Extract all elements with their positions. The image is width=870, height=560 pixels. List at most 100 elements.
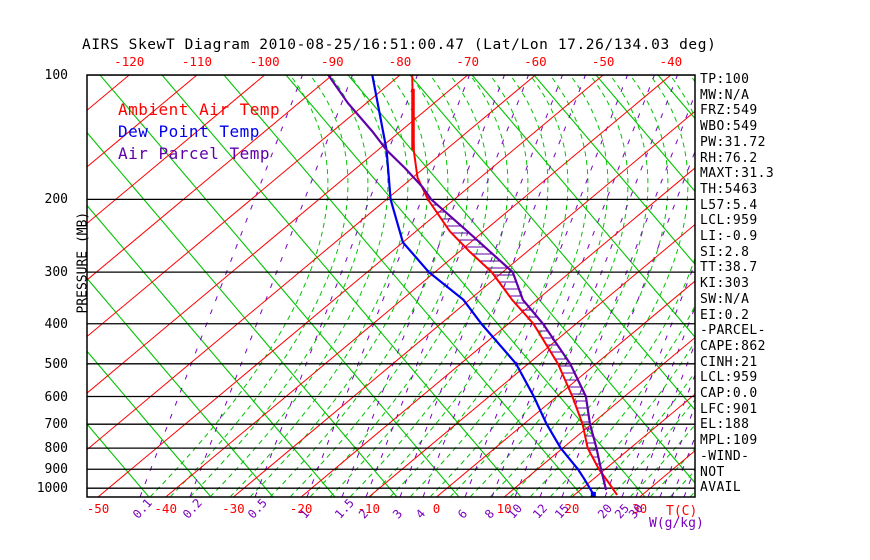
panel-line: TT:38.7 [700, 260, 758, 276]
panel-line: -WIND- [700, 448, 750, 464]
isotherm-line [97, 75, 604, 497]
panel-line: RH:76.2 [700, 150, 758, 166]
dry-adiabat-line [285, 75, 646, 497]
top-temp-tick-label: -60 [524, 54, 547, 69]
panel-line: TP:100 [700, 72, 750, 87]
page-title: AIRS SkewT Diagram 2010-08-25/16:51:00.4… [82, 37, 717, 53]
pressure-tick-label: 900 [44, 462, 68, 478]
dry-adiabat-line [533, 75, 695, 266]
mixing-ratio-line [464, 75, 628, 497]
pressure-tick-label: 700 [44, 417, 68, 433]
dry-adiabat-line [595, 75, 695, 193]
bottom-temp-tick-label: -30 [222, 501, 245, 516]
panel-line: SW:N/A [700, 291, 750, 307]
moist-adiabat-line [409, 75, 589, 497]
panel-line: CAPE:862 [700, 338, 766, 354]
mixing-ratio-line [604, 261, 695, 497]
pressure-tick-label: 300 [44, 265, 68, 281]
top-temp-tick-label: -50 [591, 54, 615, 69]
top-temp-tick-label: -110 [181, 54, 212, 69]
moist-adiabat-line [449, 75, 629, 497]
mixing-ratio-line [491, 75, 655, 497]
plot-border [86, 74, 696, 498]
panel-line: MW:N/A [700, 87, 750, 103]
bottom-temp-tick-label: 20 [564, 501, 580, 516]
panel-line: AVAIL [700, 480, 742, 496]
dry-adiabat-line [87, 131, 398, 497]
panel-line: EL:188 [700, 417, 750, 433]
top-temp-tick-label: -80 [388, 54, 412, 69]
isotherm-line [165, 75, 672, 497]
sounding-indices-panel: TP:100 MW:N/A FRZ:549 WBO:549 PW:31.72 RH:76.… [700, 72, 868, 496]
legend-dew-point-temp: Dew Point Temp [118, 122, 260, 141]
dry-adiabat-line [409, 75, 695, 411]
panel-line: MPL:109 [700, 433, 758, 449]
isotherm-line [233, 110, 695, 497]
panel-line: NOT [700, 464, 725, 480]
pressure-axis-tick-labels: 100 200 300 400 500 600 700 800 900 1000 [18, 0, 68, 560]
bottom-temp-tick-label: 10 [496, 501, 512, 516]
top-temp-tick-label: -100 [249, 54, 280, 69]
dry-adiabat-line [161, 75, 522, 497]
top-temp-tick-label: -120 [114, 54, 145, 69]
moist-adiabat-line [369, 75, 549, 497]
moist-adiabat-line [149, 75, 329, 497]
moist-adiabat-line [229, 75, 409, 497]
moist-adiabat-line [389, 75, 569, 497]
temperature-unit-label: T(C) [666, 504, 698, 519]
top-temp-tick-label: -90 [321, 54, 344, 69]
panel-line: LI:-0.9 [700, 229, 758, 245]
dewpoint-end-marker [590, 491, 596, 497]
bottom-temp-tick-label: -50 [86, 501, 110, 516]
mixing-ratio-line [306, 75, 470, 497]
moist-adiabat-line [509, 75, 689, 497]
panel-line: -PARCEL- [700, 323, 766, 339]
bottom-temp-tick-label: 0 [432, 501, 441, 516]
isotherm-line [571, 393, 695, 497]
dry-adiabat-line [87, 204, 336, 497]
panel-line: TH:5463 [700, 181, 758, 197]
legend-ambient-air-temp: Ambient Air Temp [118, 100, 281, 119]
dry-adiabat-line [99, 75, 460, 497]
pressure-tick-label: 800 [44, 441, 68, 457]
mixing-ratio-line [341, 75, 505, 497]
top-temp-tick-label: -70 [456, 54, 480, 69]
pressure-tick-label: 100 [44, 68, 68, 83]
mixing-ratio-unit-label: W(g/kg) [649, 516, 704, 531]
moist-adiabat-line [309, 75, 489, 497]
isotherm-line [436, 280, 695, 497]
moist-adiabat-line [429, 75, 609, 497]
top-temp-tick-label: -40 [659, 54, 683, 69]
isotherm-line [300, 167, 695, 497]
pressure-tick-label: 600 [44, 389, 68, 405]
mixing-ratio-line [399, 75, 563, 497]
isotherm-line [87, 75, 198, 168]
moist-adiabat-line [289, 75, 469, 497]
moist-adiabat-line [269, 75, 449, 497]
moist-adiabat-line [529, 75, 695, 497]
isotherm-line [87, 75, 401, 338]
dry-adiabat-line [471, 75, 695, 338]
moist-adiabat-line [249, 75, 429, 497]
panel-line: LFC:901 [700, 401, 758, 417]
panel-line: SI:2.8 [700, 244, 750, 260]
dewpoint-curve [371, 75, 595, 495]
mixing-ratio-line [254, 75, 418, 497]
moist-adiabat-line [329, 75, 509, 497]
bottom-temp-tick-label: -40 [154, 501, 177, 516]
pressure-tick-label: 200 [44, 192, 68, 208]
isotherm-line [368, 223, 695, 497]
panel-line: LCL:959 [700, 370, 758, 386]
isotherm-line [87, 75, 536, 451]
dry-adiabat-line [347, 75, 695, 484]
dry-adiabat-line [87, 277, 274, 497]
moist-adiabat-line [169, 75, 349, 497]
panel-line: LCL:959 [700, 213, 758, 229]
panel-line: EI:0.2 [700, 307, 750, 323]
bottom-temp-tick-label: 30 [632, 501, 648, 516]
dry-adiabat-line [87, 423, 150, 497]
panel-line: CAP:0.0 [700, 386, 758, 402]
moist-adiabat-line [469, 75, 649, 497]
